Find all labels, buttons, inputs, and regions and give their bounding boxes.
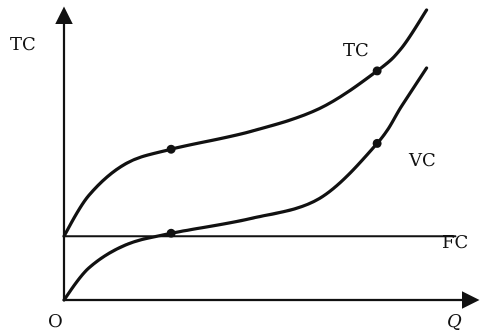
series-line-vc [64,68,427,300]
series-line-tc [64,10,427,236]
marked-point-vc-2 [373,139,382,148]
series-label-tc: TC [343,40,369,61]
y-axis-label: TC [10,34,36,55]
series-label-fc: FC [442,232,468,253]
origin-label: O [48,311,63,332]
marked-point-tc-2 [373,66,382,75]
x-axis-label: Q [447,311,462,332]
marked-point-tc-1 [167,145,176,154]
plot-layer [64,10,455,300]
series-label-vc: VC [408,150,436,171]
